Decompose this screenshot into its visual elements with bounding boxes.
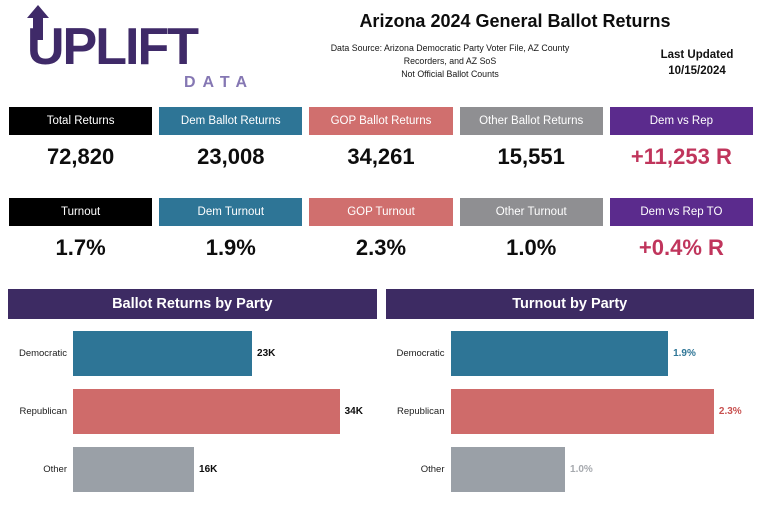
card-header: GOP Turnout (309, 198, 453, 226)
card-header: Dem vs Rep TO (609, 198, 753, 226)
chart-plot-area: Democratic 1.9% Republican 2.3% Other 1.… (386, 319, 755, 492)
card-gop-turnout: GOP Turnout 2.3% (309, 198, 453, 261)
bar-category-label: Republican (19, 406, 67, 417)
bar-track: 23K (73, 331, 377, 376)
data-source-note: Data Source: Arizona Democratic Party Vo… (268, 42, 632, 80)
bar-track: 1.0% (450, 447, 755, 492)
bar-category-label: Republican (396, 406, 445, 417)
card-value: +0.4% R (638, 235, 724, 260)
card-turnout: Turnout 1.7% (9, 198, 153, 261)
bar-track: 1.9% (450, 331, 755, 376)
chart-plot-area: Democratic 23K Republican 34K Other 16K (8, 319, 377, 492)
data-source-line: Data Source: Arizona Democratic Party Vo… (330, 43, 570, 53)
card-header: Total Returns (9, 107, 153, 135)
card-value: 1.9% (205, 235, 256, 260)
bar-track: 16K (73, 447, 377, 492)
charts-section: Ballot Returns by Party Democratic 23K R… (0, 289, 762, 505)
card-value: 23,008 (197, 144, 265, 169)
other-bar[interactable] (73, 447, 195, 492)
card-value: 1.7% (55, 235, 106, 260)
bar-row-republican: Republican 34K (8, 389, 377, 434)
bar-category-label: Democratic (18, 348, 67, 359)
chart-title: Turnout by Party (385, 289, 754, 319)
uplift-logo: UPLIFT DATA (26, 4, 258, 92)
card-header: Turnout (9, 198, 153, 226)
card-other-ballot-returns: Other Ballot Returns 15,551 (459, 107, 603, 170)
bar-row-other: Other 16K (8, 447, 377, 492)
bar-category-label: Other (420, 464, 445, 475)
card-header: GOP Ballot Returns (309, 107, 453, 135)
card-value: 34,261 (347, 144, 415, 169)
bar-value-label: 23K (257, 348, 276, 359)
card-header: Dem vs Rep (609, 107, 753, 135)
turnout-chart: Turnout by Party Democratic 1.9% Republi… (385, 289, 755, 505)
card-dem-vs-rep: Dem vs Rep +11,253 R (609, 107, 753, 170)
data-source-line: Not Official Ballot Counts (401, 68, 499, 79)
card-value: 15,551 (497, 144, 565, 169)
bar-category-label: Democratic (396, 348, 445, 359)
democratic-bar[interactable] (450, 331, 669, 376)
turnout-stat-row: Turnout 1.7% Dem Turnout 1.9% GOP Turnou… (0, 198, 762, 261)
democratic-bar[interactable] (73, 331, 253, 376)
data-source-line: Recorders, and AZ SoS (403, 55, 497, 66)
bar-value-label: 2.3% (718, 406, 742, 417)
republican-bar[interactable] (450, 389, 714, 434)
title-block: Arizona 2024 General Ballot Returns (285, 11, 745, 32)
ballot-returns-chart: Ballot Returns by Party Democratic 23K R… (8, 289, 377, 505)
card-total-returns: Total Returns 72,820 (9, 107, 153, 170)
republican-bar[interactable] (73, 389, 340, 434)
card-value: 2.3% (355, 235, 407, 260)
page-title: Arizona 2024 General Ballot Returns (359, 11, 671, 31)
card-value: 72,820 (46, 144, 115, 169)
bar-category-label: Other (43, 464, 67, 475)
bar-value-label: 1.0% (570, 464, 593, 475)
card-value: +11,253 R (630, 144, 732, 169)
bar-value-label: 34K (344, 406, 363, 417)
card-dem-vs-rep-to: Dem vs Rep TO +0.4% R (609, 198, 753, 261)
card-dem-ballot-returns: Dem Ballot Returns 23,008 (159, 107, 303, 170)
header: UPLIFT DATA Arizona 2024 General Ballot … (0, 0, 762, 98)
bar-track: 2.3% (450, 389, 755, 434)
bar-row-other: Other 1.0% (386, 447, 755, 492)
logo-subtext: DATA (183, 74, 254, 91)
bar-value-label: 1.9% (673, 348, 696, 359)
card-value: 1.0% (506, 235, 557, 260)
bar-row-republican: Republican 2.3% (386, 389, 755, 434)
bar-row-democratic: Democratic 1.9% (386, 331, 755, 376)
last-updated: Last Updated 10/15/2024 (638, 48, 756, 79)
ballot-returns-stat-row: Total Returns 72,820 Dem Ballot Returns … (0, 107, 762, 170)
card-header: Dem Turnout (159, 198, 303, 226)
bar-track: 34K (73, 389, 377, 434)
other-bar[interactable] (450, 447, 566, 492)
card-other-turnout: Other Turnout 1.0% (459, 198, 603, 261)
bar-value-label: 16K (199, 464, 218, 475)
logo-wordmark: UPLIFT (27, 18, 199, 76)
bar-row-democratic: Democratic 23K (8, 331, 377, 376)
card-dem-turnout: Dem Turnout 1.9% (159, 198, 303, 261)
last-updated-label: Last Updated (660, 49, 734, 61)
card-header: Dem Ballot Returns (159, 107, 303, 135)
up-arrow-icon (27, 5, 49, 40)
chart-title: Ballot Returns by Party (8, 289, 377, 319)
card-header: Other Ballot Returns (459, 107, 603, 135)
card-gop-ballot-returns: GOP Ballot Returns 34,261 (309, 107, 453, 170)
last-updated-date: 10/15/2024 (668, 64, 726, 77)
card-header: Other Turnout (459, 198, 603, 226)
